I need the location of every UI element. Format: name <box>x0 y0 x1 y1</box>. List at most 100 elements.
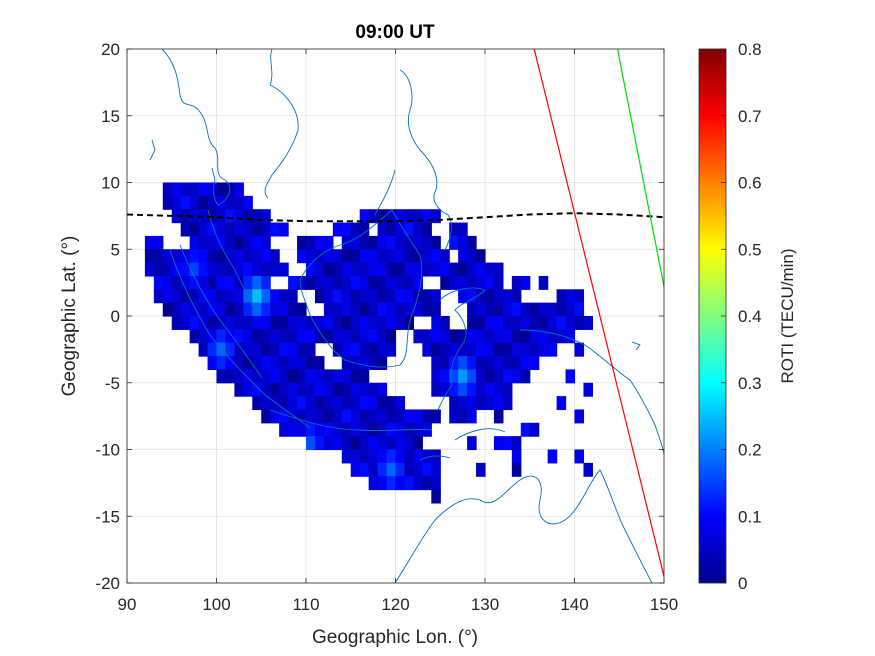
roti-cell <box>520 356 531 370</box>
roti-cell <box>350 316 361 330</box>
roti-cell <box>323 329 334 344</box>
roti-cell <box>216 369 227 384</box>
y-tick-label: -15 <box>95 507 120 526</box>
roti-cell <box>243 356 253 370</box>
roti-cell <box>467 235 477 250</box>
roti-cell <box>306 262 316 277</box>
roti-cell <box>314 289 325 304</box>
roti-cell <box>198 262 209 277</box>
roti-cell <box>323 422 334 437</box>
roti-cell <box>431 302 441 317</box>
roti-cell <box>279 329 289 344</box>
roti-cell <box>404 289 414 304</box>
roti-cell <box>413 476 423 491</box>
roti-cell <box>449 329 459 344</box>
roti-cell <box>198 209 209 224</box>
roti-cell <box>180 275 191 290</box>
roti-cell <box>162 249 173 264</box>
roti-cell <box>431 329 441 344</box>
colorbar-tick-label: 0.3 <box>738 374 762 393</box>
roti-cell <box>332 422 343 437</box>
roti-cell <box>332 249 343 264</box>
roti-cell <box>243 195 253 210</box>
roti-cell <box>243 222 253 237</box>
roti-cell <box>368 262 379 277</box>
roti-cell <box>153 289 164 304</box>
roti-cell <box>323 249 334 264</box>
roti-cell <box>171 275 182 290</box>
roti-cell <box>323 382 334 397</box>
roti-cell <box>485 316 495 330</box>
roti-cell <box>288 356 298 370</box>
roti-cell <box>314 396 325 411</box>
roti-cell <box>485 382 495 397</box>
roti-cell <box>306 382 316 397</box>
roti-cell <box>493 316 504 330</box>
roti-cell <box>288 329 298 344</box>
roti-cell <box>323 369 334 384</box>
roti-cell <box>252 289 262 304</box>
roti-cell <box>386 462 397 477</box>
roti-cell <box>467 342 477 357</box>
roti-cell <box>502 356 513 370</box>
roti-cell <box>422 209 432 224</box>
roti-cell <box>306 275 316 290</box>
roti-cell <box>216 329 227 344</box>
roti-cell <box>288 422 298 437</box>
roti-cell <box>314 262 325 277</box>
roti-cell <box>431 356 441 370</box>
roti-cell <box>359 409 370 424</box>
roti-cell <box>198 249 209 264</box>
roti-cell <box>404 436 414 451</box>
roti-cell <box>314 422 325 437</box>
roti-cell <box>162 302 173 317</box>
colorbar-tick-label: 0.1 <box>738 507 762 526</box>
roti-cell <box>207 182 218 197</box>
roti-cell <box>180 302 191 317</box>
roti-cell <box>377 249 388 264</box>
roti-cell <box>359 342 370 357</box>
roti-cell <box>216 249 227 264</box>
roti-cell <box>270 342 280 357</box>
roti-cell <box>198 342 209 357</box>
roti-cell <box>314 409 325 424</box>
roti-cell <box>422 289 432 304</box>
colorbar-tick-label: 0.4 <box>738 307 762 326</box>
coastline-luzon-west <box>374 169 396 216</box>
roti-cell <box>359 289 370 304</box>
roti-cell <box>261 235 271 250</box>
roti-cell <box>502 316 513 330</box>
roti-cell <box>538 329 549 344</box>
roti-cell <box>574 302 585 317</box>
roti-cell <box>529 356 540 370</box>
roti-cell <box>180 195 191 210</box>
roti-cell <box>216 316 227 330</box>
y-axis-label: Geographic Lat. (°) <box>59 236 80 397</box>
roti-cell <box>422 249 432 264</box>
roti-cell <box>458 356 468 370</box>
roti-cell <box>350 462 361 477</box>
roti-cell <box>467 262 477 277</box>
roti-cell <box>413 275 423 290</box>
roti-cell <box>458 329 468 344</box>
roti-cell <box>493 275 504 290</box>
roti-cell <box>404 302 414 317</box>
roti-cell <box>413 235 423 250</box>
coastline-java <box>269 409 433 432</box>
roti-cell <box>574 449 585 464</box>
x-tick-label: 150 <box>650 595 678 614</box>
roti-cell <box>323 436 334 451</box>
roti-cell <box>476 249 486 264</box>
roti-cell <box>306 316 316 330</box>
roti-cell <box>323 409 334 424</box>
roti-cell <box>377 235 388 250</box>
colorbar-tick-label: 0 <box>738 574 747 593</box>
roti-cell <box>404 476 414 491</box>
roti-cell <box>225 289 235 304</box>
roti-cell <box>189 195 200 210</box>
roti-cell <box>341 316 352 330</box>
roti-cell <box>368 449 379 464</box>
roti-cell <box>350 222 361 237</box>
roti-cell <box>422 476 432 491</box>
